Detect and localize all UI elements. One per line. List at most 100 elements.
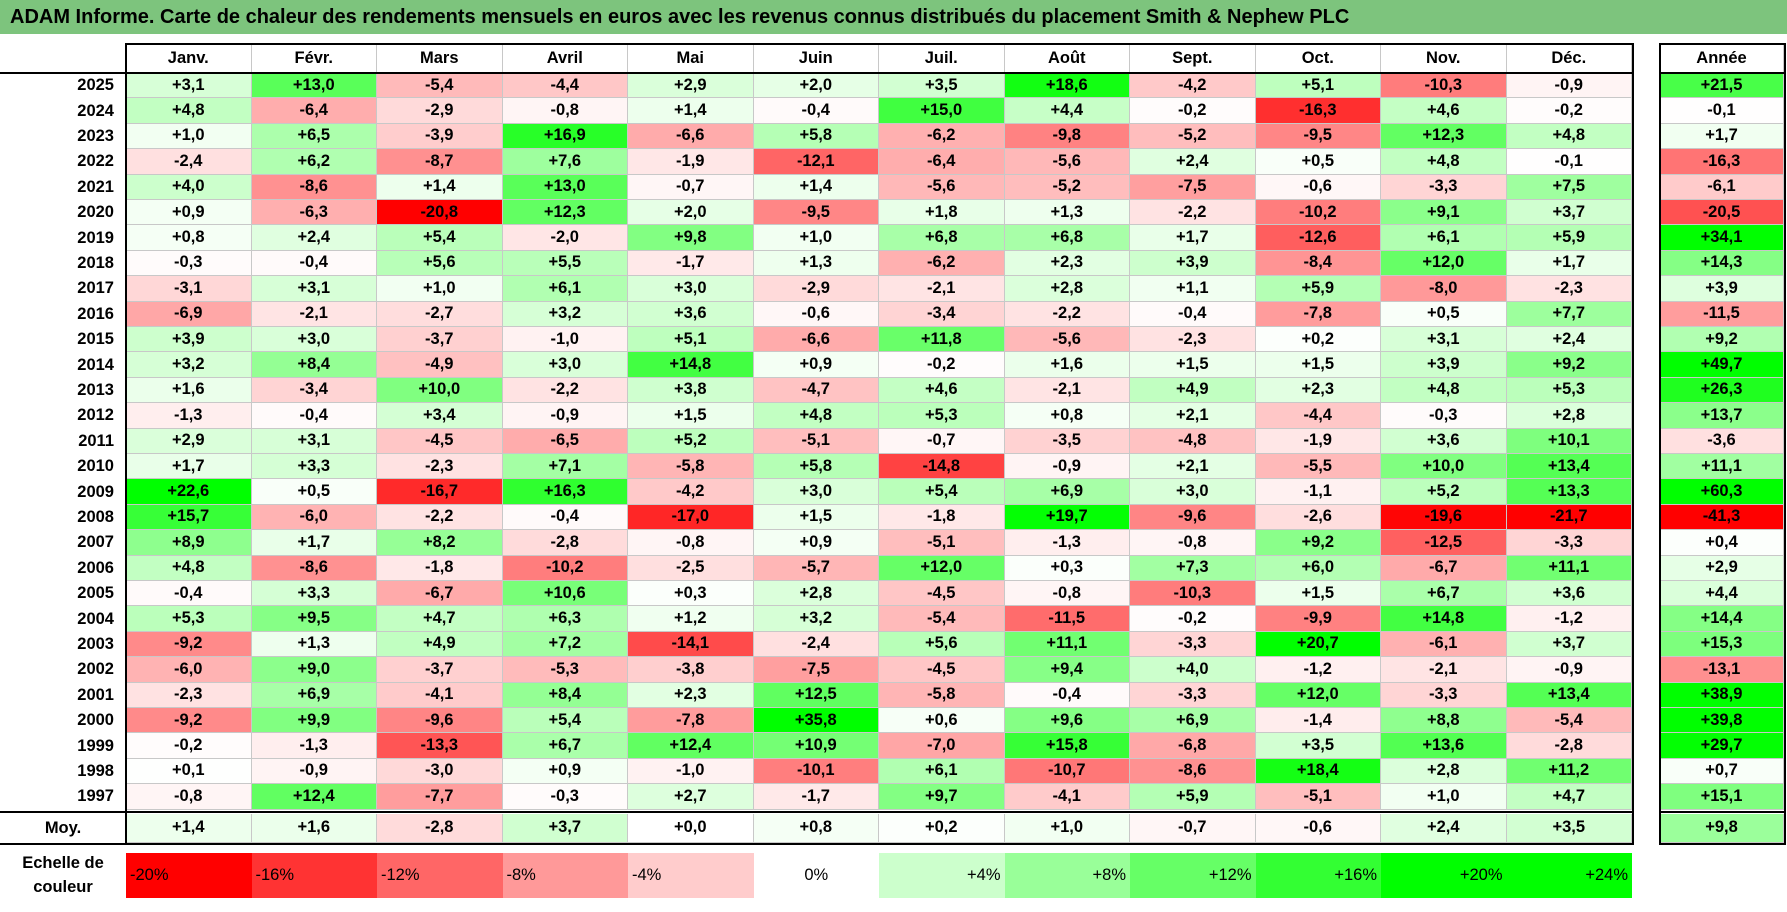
heatmap-cell: -6,7 [1381,555,1507,581]
heatmap-cell: +13,3 [1506,479,1632,505]
row-year-label: 2008 [77,507,114,526]
heatmap-cell: +9,7 [879,784,1005,810]
heatmap-cell: +3,6 [628,301,754,327]
row-year-label: 2019 [77,228,114,247]
heatmap-cell: -10,3 [1130,581,1256,607]
heatmap-cell: +1,7 [126,454,252,480]
heatmap-cell: +15,0 [879,98,1005,124]
heatmap-cell: +0,9 [502,758,628,785]
heatmap-cell: -6,6 [753,327,879,353]
heatmap-cell: +5,3 [879,403,1005,429]
heatmap-cell: -4,5 [879,581,1005,607]
heatmap-cell: +7,7 [1506,301,1632,327]
heatmap-cell: +1,7 [1130,225,1256,251]
heatmap-cell: -4,1 [1004,784,1130,810]
heatmap-cell: +1,6 [1004,352,1130,378]
heatmap-cell: -1,3 [1004,530,1130,556]
heatmap-cell: +3,2 [753,606,879,632]
heatmap-cell: +10,9 [753,733,879,759]
heatmap-cell: -3,3 [1506,530,1632,556]
average-row-label: Moy. [44,818,82,837]
heatmap-cell: +9,2 [1255,530,1381,556]
heatmap-cell: +8,8 [1381,708,1507,734]
heatmap-cell: +4,8 [126,98,252,124]
heatmap-cell: -8,7 [377,149,503,175]
heatmap-cell: -5,6 [1004,149,1130,175]
heatmap-cell: +6,1 [879,758,1005,785]
month-header: Août [1004,45,1130,73]
heatmap-cell: -19,6 [1381,504,1507,531]
heatmap-cell: +4,6 [879,377,1005,404]
average-cell: +3,7 [502,813,628,843]
heatmap-cell: -3,7 [377,327,503,353]
average-cell: -0,7 [1130,813,1256,843]
heatmap-cell: +13,0 [502,174,628,200]
heatmap-cell: +13,4 [1506,682,1632,708]
heatmap-cell: -5,8 [879,682,1005,708]
row-year-label: 2002 [77,660,114,679]
heatmap-cell: +9,4 [1004,657,1130,683]
heatmap-cell: +8,4 [502,682,628,708]
heatmap-cell: +12,3 [502,200,628,226]
heatmap-cell: +22,6 [126,479,252,505]
heatmap-cell: +11,1 [1506,555,1632,581]
heatmap-cell: -9,6 [377,708,503,734]
heatmap-cell: +5,5 [502,250,628,277]
annual-cell: +2,9 [1660,555,1784,581]
heatmap-cell: +4,9 [377,631,503,658]
heatmap-cell: +13,4 [1506,454,1632,480]
annual-cell: +39,8 [1660,708,1784,734]
row-year-label: 2009 [77,482,114,501]
heatmap-cell: -5,7 [753,555,879,581]
legend-swatch: +8% [1004,853,1130,898]
heatmap-cell: -14,8 [879,454,1005,480]
heatmap-cell: +1,0 [753,225,879,251]
heatmap-cell: -2,2 [1004,301,1130,327]
legend-swatch: -16% [251,853,377,898]
heatmap-cell: +4,6 [1381,98,1507,124]
annual-cell: +13,7 [1660,403,1784,429]
heatmap-cell: +6,1 [1381,225,1507,251]
heatmap-cell: -1,3 [251,733,377,759]
heatmap-cell: -5,5 [1255,454,1381,480]
heatmap-cell: +2,0 [628,200,754,226]
heatmap-cell: -6,1 [1381,631,1507,658]
heatmap-cell: +35,8 [753,708,879,734]
heatmap-cell: +9,6 [1004,708,1130,734]
heatmap-cell: +4,8 [1381,149,1507,175]
heatmap-cell: -6,6 [628,123,754,150]
heatmap-cell: -8,6 [251,174,377,200]
heatmap-cell: +8,2 [377,530,503,556]
heatmap-cell: +1,0 [1381,784,1507,810]
row-year-label: 2013 [77,380,114,399]
heatmap-cell: -3,1 [126,276,252,302]
heatmap-cell: +5,4 [377,225,503,251]
heatmap-cell: -21,7 [1506,504,1632,531]
heatmap-cell: -9,5 [753,200,879,226]
heatmap-cell: -3,3 [1381,682,1507,708]
heatmap-cell: +1,5 [628,403,754,429]
heatmap-cell: -1,4 [1255,708,1381,734]
heatmap-cell: -0,4 [502,504,628,531]
row-year-label: 2024 [77,101,114,120]
average-bottom-rule [0,842,1634,845]
row-year-label: 2023 [77,126,114,145]
heatmap-cell: -7,5 [1130,174,1256,200]
heatmap-cell: -0,8 [126,784,252,810]
row-year-label: 2003 [77,634,114,653]
heatmap-cell: -17,0 [628,504,754,531]
heatmap-cell: +2,8 [1004,276,1130,302]
heatmap-cell: +12,0 [1381,250,1507,277]
heatmap-cell: +5,6 [879,631,1005,658]
heatmap-cell: +10,1 [1506,428,1632,454]
heatmap-cell: -9,6 [1130,504,1256,531]
average-cell: +0,2 [879,813,1005,843]
heatmap-cell: +0,9 [753,530,879,556]
heatmap-cell: -0,2 [1130,98,1256,124]
annual-cell: +1,7 [1660,123,1784,150]
heatmap-cell: +16,9 [502,123,628,150]
heatmap-cell: +9,1 [1381,200,1507,226]
annual-cell: +14,4 [1660,606,1784,632]
heatmap-cell: -3,7 [377,657,503,683]
heatmap-cell: +6,8 [879,225,1005,251]
